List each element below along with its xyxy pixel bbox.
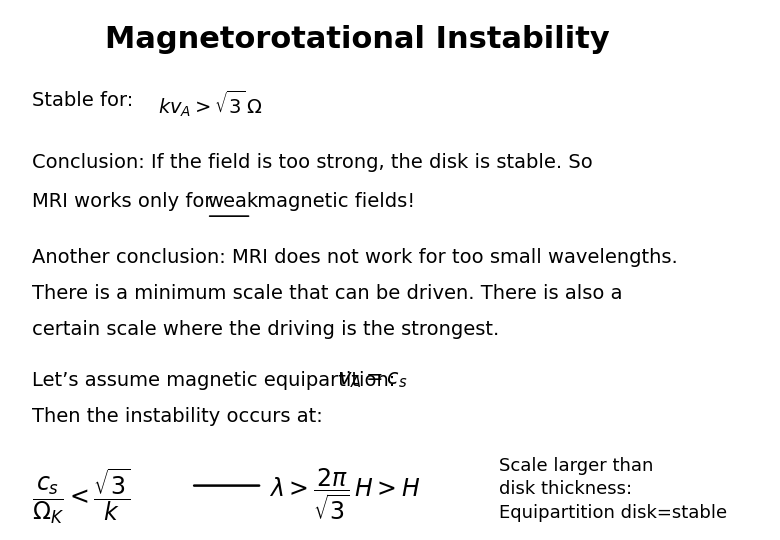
Text: disk thickness:: disk thickness: [498, 481, 632, 498]
Text: weak: weak [207, 192, 258, 211]
Text: Stable for:: Stable for: [33, 91, 146, 110]
Text: $kv_A > \sqrt{3}\,\Omega$: $kv_A > \sqrt{3}\,\Omega$ [158, 89, 263, 119]
Text: $\lambda > \dfrac{2\pi}{\sqrt{3}}\,H > H$: $\lambda > \dfrac{2\pi}{\sqrt{3}}\,H > H… [269, 466, 420, 522]
Text: There is a minimum scale that can be driven. There is also a: There is a minimum scale that can be dri… [33, 284, 623, 303]
Text: magnetic fields!: magnetic fields! [251, 192, 416, 211]
Text: MRI works only for: MRI works only for [33, 192, 219, 211]
Text: $v_A = c_s$: $v_A = c_s$ [338, 370, 407, 390]
Text: Then the instability occurs at:: Then the instability occurs at: [33, 407, 323, 426]
Text: Scale larger than: Scale larger than [498, 457, 653, 475]
Text: Magnetorotational Instability: Magnetorotational Instability [105, 25, 610, 53]
Text: Conclusion: If the field is too strong, the disk is stable. So: Conclusion: If the field is too strong, … [33, 153, 593, 172]
Text: Another conclusion: MRI does not work for too small wavelengths.: Another conclusion: MRI does not work fo… [33, 248, 678, 267]
Text: Equipartition disk=stable: Equipartition disk=stable [498, 504, 727, 522]
Text: $\dfrac{c_s}{\Omega_K} < \dfrac{\sqrt{3}}{k}$: $\dfrac{c_s}{\Omega_K} < \dfrac{\sqrt{3}… [33, 466, 131, 526]
Text: Let’s assume magnetic equipartition:: Let’s assume magnetic equipartition: [33, 371, 414, 390]
Text: certain scale where the driving is the strongest.: certain scale where the driving is the s… [33, 320, 500, 339]
